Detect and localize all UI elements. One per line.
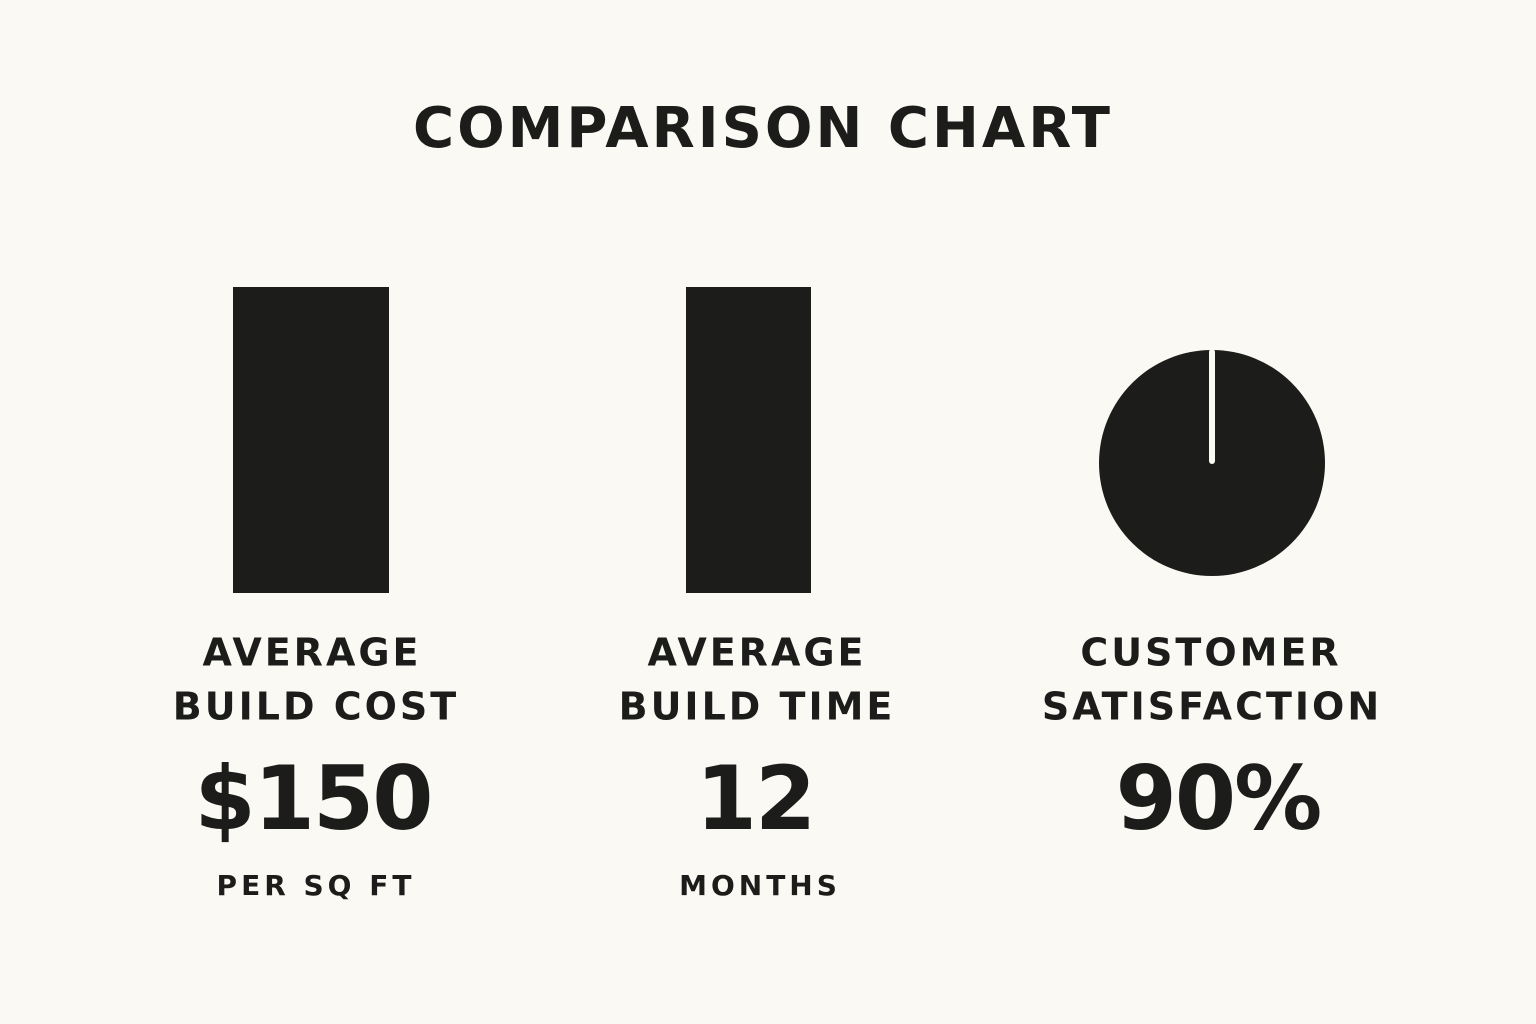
item-label: BUILD COST (173, 685, 459, 729)
item-label: AVERAGE (647, 631, 866, 675)
item-value: 90% (1116, 747, 1321, 850)
item-label: SATISFACTION (1042, 685, 1382, 729)
item-label: AVERAGE (202, 631, 421, 675)
bar-icon (686, 287, 811, 593)
item-unit: MONTHS (679, 869, 841, 902)
bar-icon (233, 287, 389, 593)
item-label: BUILD TIME (619, 685, 896, 729)
item-label: CUSTOMER (1080, 631, 1341, 675)
item-value: 12 (696, 747, 814, 850)
item-unit: PER SQ FT (217, 869, 416, 902)
item-value: $150 (195, 747, 432, 850)
title: COMPARISON CHART (413, 96, 1113, 161)
